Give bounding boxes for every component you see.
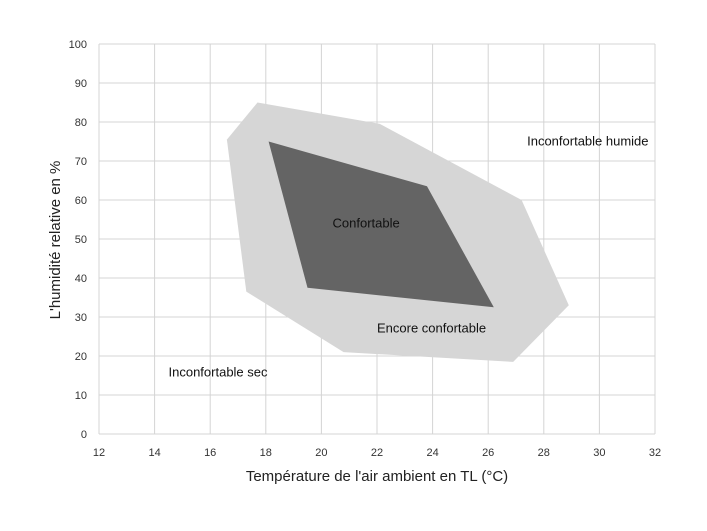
y-tick-label: 80 (75, 117, 87, 129)
region-label: Confortable (333, 215, 400, 230)
y-tick-label: 0 (81, 429, 87, 441)
x-tick-label: 26 (482, 447, 494, 459)
y-tick-label: 70 (75, 156, 87, 168)
x-tick-label: 28 (538, 447, 550, 459)
x-axis-label: Température de l'air ambient en TL (°C) (246, 468, 508, 485)
x-tick-label: 30 (593, 447, 605, 459)
y-axis-label: L'humidité relative en % (47, 161, 64, 320)
x-tick-label: 18 (260, 447, 272, 459)
x-tick-label: 22 (371, 447, 383, 459)
region-confortable (268, 141, 494, 308)
y-tick-label: 40 (75, 273, 87, 285)
y-tick-label: 60 (75, 195, 87, 207)
y-tick-label: 50 (75, 234, 87, 246)
y-tick-label: 100 (69, 39, 87, 51)
x-tick-label: 20 (315, 447, 327, 459)
x-tick-label: 24 (426, 447, 438, 459)
x-tick-label: 12 (93, 447, 105, 459)
x-tick-label: 14 (148, 447, 160, 459)
region-label: Inconfortable humide (527, 133, 648, 148)
regions (226, 102, 569, 362)
x-tick-label: 32 (649, 447, 661, 459)
y-axis-ticks: 0 10 20 30 40 50 60 70 80 90 100 (69, 39, 87, 441)
y-tick-label: 20 (75, 351, 87, 363)
annotations: Inconfortable humide Confortable Encore co… (169, 133, 649, 379)
y-tick-label: 90 (75, 78, 87, 90)
y-tick-label: 10 (75, 390, 87, 402)
x-axis-ticks: 12 14 16 18 20 22 24 26 28 30 32 (93, 447, 661, 459)
x-tick-label: 16 (204, 447, 216, 459)
region-label: Inconfortable sec (169, 364, 269, 379)
y-tick-label: 30 (75, 312, 87, 324)
region-label: Encore confortable (377, 321, 486, 336)
